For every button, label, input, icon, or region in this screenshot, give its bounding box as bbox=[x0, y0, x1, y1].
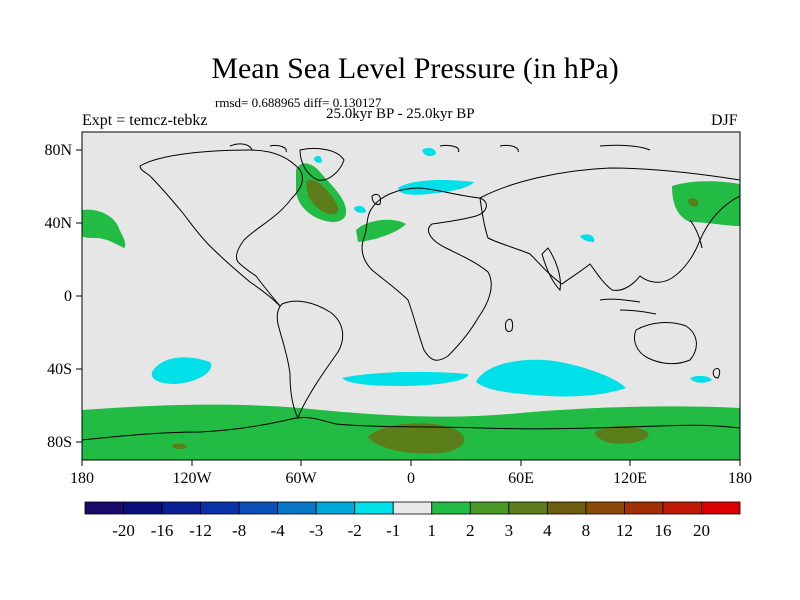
experiment-label: Expt = temcz-tebkz bbox=[82, 112, 208, 129]
colorbar-box bbox=[508, 501, 548, 515]
colorbar-label: 12 bbox=[616, 521, 633, 540]
lat-label-40S: 40S bbox=[47, 361, 72, 378]
colorbar-label: -1 bbox=[386, 521, 400, 540]
east-asia-dark-patch bbox=[688, 198, 699, 207]
siberia-negative bbox=[580, 234, 595, 242]
greenland-negative bbox=[314, 155, 322, 163]
lon-label-120W: 120W bbox=[172, 470, 212, 487]
east-atlantic-anomaly bbox=[356, 219, 406, 242]
east-asia-anomaly bbox=[672, 181, 740, 226]
lat-label-80N: 80N bbox=[44, 142, 72, 159]
lat-label-40N: 40N bbox=[44, 215, 72, 232]
colorbar-box bbox=[469, 501, 510, 515]
colorbar-box bbox=[546, 501, 587, 515]
colorbar-box bbox=[431, 501, 471, 515]
colorbar-box bbox=[354, 501, 394, 515]
lat-label-0: 0 bbox=[64, 288, 72, 305]
antarctic-anomaly-patch bbox=[368, 423, 465, 454]
colorbar-box bbox=[624, 501, 664, 515]
colorbar-label: 20 bbox=[693, 521, 710, 540]
colorbar-label: -8 bbox=[232, 521, 246, 540]
colorbar-label: -3 bbox=[309, 521, 323, 540]
colorbar-box bbox=[123, 501, 163, 515]
colorbar-label: 3 bbox=[505, 521, 514, 540]
colorbar-box bbox=[84, 501, 124, 515]
colorbar-label: -16 bbox=[151, 521, 174, 540]
axis-ticks bbox=[76, 149, 741, 466]
tasman-negative bbox=[690, 375, 712, 383]
colorbar-label: 16 bbox=[654, 521, 671, 540]
south-indian-negative bbox=[476, 359, 626, 397]
lat-label-80S: 80S bbox=[47, 434, 72, 451]
season-label: DJF bbox=[711, 112, 738, 129]
stats-label: rmsd= 0.688965 diff= 0.130127 bbox=[215, 95, 382, 110]
period-label: 25.0kyr BP - 25.0kyr BP bbox=[326, 106, 475, 122]
colorbar-label: -2 bbox=[348, 521, 362, 540]
colorbar-label: -20 bbox=[112, 521, 135, 540]
scandinavia-negative bbox=[398, 180, 474, 195]
colorbar-box bbox=[585, 501, 625, 515]
colorbar-box bbox=[161, 501, 201, 515]
colorbar-label: 8 bbox=[582, 521, 591, 540]
colorbar-label: -12 bbox=[189, 521, 212, 540]
arctic-negative bbox=[422, 147, 436, 157]
plot-title: Mean Sea Level Pressure (in hPa) bbox=[211, 52, 619, 85]
north-pacific-anomaly bbox=[82, 209, 126, 248]
colorbar-box bbox=[200, 501, 240, 515]
colorbar-box bbox=[238, 501, 279, 515]
north-pacific-negative bbox=[151, 357, 212, 384]
colorbar-label: 4 bbox=[543, 521, 552, 540]
lon-label-60W: 60W bbox=[285, 470, 317, 487]
antarctic-anomaly-patch-west bbox=[172, 443, 187, 449]
north-atlantic-dark-core bbox=[306, 179, 339, 215]
colorbar-label: 2 bbox=[466, 521, 475, 540]
colorbar-box bbox=[277, 501, 317, 515]
lon-label-180-west: 180 bbox=[70, 470, 94, 487]
colorbar-box bbox=[662, 501, 702, 515]
colorbar-box bbox=[392, 501, 433, 515]
colorbar-label: -4 bbox=[271, 521, 286, 540]
colorbar-box bbox=[701, 501, 741, 515]
colorbar-box bbox=[315, 501, 356, 515]
colorbar-label: 1 bbox=[428, 521, 437, 540]
lon-label-180-east: 180 bbox=[728, 470, 752, 487]
antarctic-anomaly-patch-east bbox=[594, 426, 649, 444]
iberia-negative bbox=[354, 205, 366, 213]
south-atlantic-negative bbox=[342, 371, 469, 386]
lon-label-120E: 120E bbox=[613, 470, 647, 487]
lon-label-60E: 60E bbox=[508, 470, 534, 487]
lon-label-0: 0 bbox=[407, 470, 415, 487]
coastlines bbox=[82, 143, 740, 441]
